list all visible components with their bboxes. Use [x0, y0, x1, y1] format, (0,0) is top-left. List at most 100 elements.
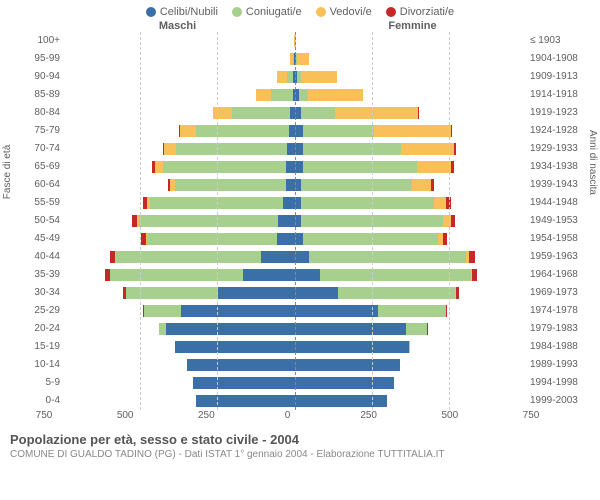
bar-segment [116, 251, 261, 264]
birth-label: 1989-1993 [530, 356, 595, 374]
bar-segment [469, 251, 475, 264]
bar-segment [301, 215, 443, 228]
age-label: 25-29 [20, 302, 60, 320]
bar-segment [301, 71, 338, 84]
bar-segment [378, 305, 446, 318]
bar-segment [301, 179, 412, 192]
bar-segment [443, 233, 448, 246]
legend-label: Vedovi/e [330, 6, 372, 18]
pyramid-row-male [64, 320, 295, 338]
birth-label: 1944-1948 [530, 194, 595, 212]
pyramid-row-male [64, 338, 295, 356]
bar-segment [308, 89, 363, 102]
pyramid-row-female [295, 302, 526, 320]
bar-segment [193, 377, 295, 390]
pyramid-row-female [295, 356, 526, 374]
bar-segment [303, 161, 417, 174]
birth-label: 1959-1963 [530, 248, 595, 266]
pyramid-row-male [64, 86, 295, 104]
bar-segment [427, 323, 428, 336]
legend-label: Coniugati/e [246, 6, 302, 18]
bar-segment [295, 269, 320, 282]
bar-segment [286, 179, 295, 192]
bar-segment [278, 215, 295, 228]
legend: Celibi/NubiliConiugati/eVedovi/eDivorzia… [0, 0, 600, 20]
pyramid-row-female [295, 50, 526, 68]
bar-segment [166, 323, 295, 336]
age-label: 90-94 [20, 68, 60, 86]
bar-segment [150, 197, 282, 210]
bar-segment [295, 377, 394, 390]
pyramid-plot [64, 32, 526, 410]
pyramid-row-female [295, 338, 526, 356]
legend-swatch [146, 7, 156, 17]
bar-segment [163, 161, 286, 174]
pyramid-row-female [295, 68, 526, 86]
bar-segment [309, 251, 466, 264]
bar-segment [110, 269, 242, 282]
bar-segment [175, 341, 295, 354]
bar-segment [299, 89, 308, 102]
bar-segment [338, 287, 455, 300]
pyramid-row-male [64, 284, 295, 302]
bar-segment [454, 143, 456, 156]
age-label: 75-79 [20, 122, 60, 140]
pyramid-row-female [295, 284, 526, 302]
bar-segment [144, 305, 181, 318]
bar-segment [271, 89, 293, 102]
pyramid-row-male [64, 158, 295, 176]
pyramid-row-female [295, 104, 526, 122]
bar-segment [181, 305, 295, 318]
bar-segment [164, 143, 176, 156]
bar-segment [409, 341, 410, 354]
legend-item: Vedovi/e [316, 6, 372, 18]
legend-swatch [386, 7, 396, 17]
male-header: Maschi [60, 20, 295, 32]
bar-segment [335, 107, 418, 120]
pyramid-row-male [64, 68, 295, 86]
age-label: 20-24 [20, 320, 60, 338]
age-label: 0-4 [20, 392, 60, 410]
bar-segment [295, 359, 400, 372]
chart-subtitle: COMUNE DI GUALDO TADINO (PG) - Dati ISTA… [10, 449, 590, 460]
age-label: 10-14 [20, 356, 60, 374]
pyramid-row-male [64, 248, 295, 266]
bar-segment [232, 107, 291, 120]
birth-label: 1904-1908 [530, 50, 595, 68]
birth-label: 1939-1943 [530, 176, 595, 194]
pyramid-row-female [295, 140, 526, 158]
bar-segment [301, 197, 433, 210]
female-header: Femmine [295, 20, 530, 32]
legend-swatch [232, 7, 242, 17]
bar-segment [443, 215, 451, 228]
age-label: 15-19 [20, 338, 60, 356]
birth-label: 1934-1938 [530, 158, 595, 176]
bar-segment [147, 233, 276, 246]
pyramid-row-female [295, 176, 526, 194]
age-label: 50-54 [20, 212, 60, 230]
bar-segment [431, 179, 434, 192]
age-label: 95-99 [20, 50, 60, 68]
bar-segment [418, 107, 419, 120]
pyramid-row-male [64, 50, 295, 68]
pyramid-row-female [295, 32, 526, 50]
bar-segment [412, 179, 430, 192]
bar-segment [295, 161, 303, 174]
pyramid-row-male [64, 230, 295, 248]
age-labels: 100+95-9990-9485-8980-8475-7970-7465-696… [20, 32, 64, 410]
birth-label: 1954-1958 [530, 230, 595, 248]
x-axis: 7505002500250500750 [0, 410, 600, 426]
birth-label: 1979-1983 [530, 320, 595, 338]
pyramid-row-male [64, 392, 295, 410]
bar-segment [320, 269, 471, 282]
bar-segment [446, 305, 448, 318]
bar-segment [456, 287, 459, 300]
bar-segment [277, 71, 288, 84]
bar-segment [451, 215, 456, 228]
age-label: 80-84 [20, 104, 60, 122]
male-side [64, 32, 295, 410]
pyramid-row-female [295, 212, 526, 230]
pyramid-row-male [64, 302, 295, 320]
bar-segment [417, 161, 451, 174]
header-row: Maschi Femmine [0, 20, 600, 32]
